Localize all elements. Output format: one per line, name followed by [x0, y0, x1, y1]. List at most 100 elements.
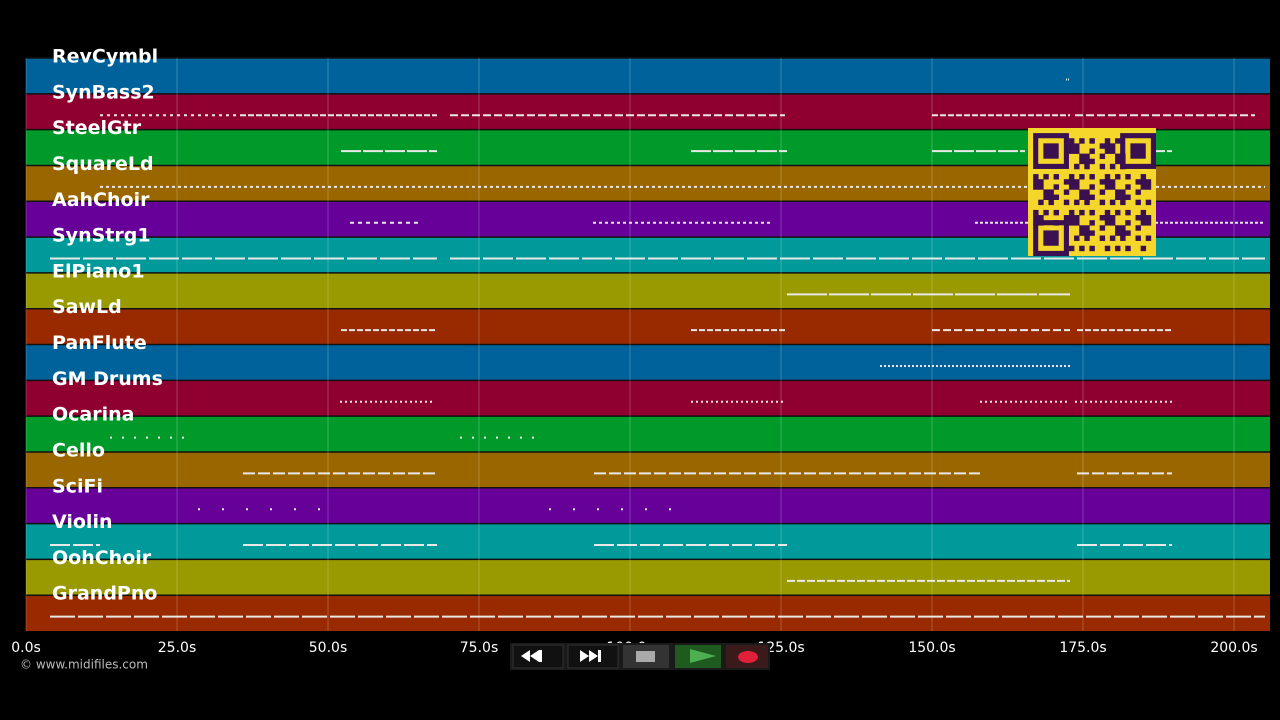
- qr-cell: [1104, 143, 1111, 149]
- qr-cell: [1063, 179, 1070, 185]
- qr-cell: [1140, 209, 1147, 216]
- qr-cell: [1084, 230, 1090, 236]
- rewind-button[interactable]: [512, 644, 564, 669]
- qr-finder: [1033, 133, 1069, 169]
- qr-cell: [1125, 230, 1131, 236]
- qr-cell: [1074, 148, 1080, 154]
- qr-cell: [1063, 215, 1070, 221]
- qr-cell: [1104, 245, 1111, 252]
- qr-cell: [1109, 179, 1116, 185]
- qr-cell: [1120, 225, 1126, 231]
- track-label: SynStrg1: [52, 225, 151, 247]
- qr-cell: [1089, 184, 1095, 190]
- qr-cell: [1053, 184, 1060, 190]
- qr-cell: [1038, 179, 1044, 185]
- qr-cell: [1099, 189, 1106, 195]
- track-label: OohChoir: [52, 547, 152, 569]
- track-label: Ocarina: [52, 404, 134, 426]
- qr-cell: [1084, 225, 1090, 231]
- track-row: [26, 58, 1270, 94]
- qr-cell: [1109, 215, 1116, 221]
- qr-cell: [1099, 225, 1106, 231]
- record-button[interactable]: [726, 645, 768, 668]
- time-tick-label: 0.0s: [11, 640, 41, 656]
- qr-cell: [1140, 174, 1147, 180]
- track-row: [26, 272, 1270, 309]
- track-label: AahChoir: [52, 189, 150, 211]
- qr-cell: [1079, 153, 1085, 160]
- qr-cell: [1104, 148, 1111, 154]
- track-row: [26, 523, 1270, 560]
- stop-button[interactable]: [623, 645, 669, 668]
- qr-cell: [1125, 220, 1131, 226]
- qr-cell: [1068, 184, 1075, 190]
- qr-cell: [1063, 199, 1070, 206]
- forward-button[interactable]: [567, 644, 619, 669]
- qr-cell: [1074, 199, 1080, 206]
- qr-cell: [1115, 245, 1121, 252]
- qr-cell: [1074, 143, 1080, 149]
- play-button[interactable]: [675, 645, 721, 668]
- qr-cell: [1043, 174, 1049, 180]
- qr-cell: [1043, 189, 1049, 195]
- qr-cell: [1140, 245, 1147, 252]
- qr-cell: [1089, 174, 1095, 180]
- qr-cell: [1053, 209, 1060, 216]
- qr-cell: [1140, 215, 1147, 221]
- qr-cell: [1068, 220, 1075, 226]
- qr-cell: [1104, 138, 1111, 144]
- qr-cell: [1089, 220, 1095, 226]
- qr-cell: [1115, 225, 1121, 231]
- qr-code: [1028, 128, 1156, 257]
- qr-cell: [1033, 179, 1039, 185]
- qr-cell: [1109, 199, 1116, 206]
- qr-cell: [1068, 174, 1075, 180]
- qr-cell: [1104, 184, 1111, 190]
- qr-cell: [1048, 189, 1054, 195]
- qr-cell: [1084, 235, 1090, 241]
- qr-cell: [1135, 189, 1141, 195]
- qr-finder-core: [1130, 143, 1146, 159]
- qr-cell: [1099, 163, 1106, 170]
- qr-cell: [1120, 230, 1126, 236]
- qr-cell: [1109, 143, 1116, 149]
- qr-cell: [1089, 245, 1095, 252]
- qr-cell: [1089, 194, 1095, 200]
- qr-cell: [1074, 184, 1080, 190]
- qr-cell: [1033, 209, 1039, 216]
- time-grid: [25, 58, 1235, 631]
- track-row: [26, 380, 1270, 417]
- time-tick-label: 25.0s: [158, 640, 196, 656]
- qr-cell: [1043, 194, 1049, 200]
- qr-cell: [1079, 230, 1085, 236]
- qr-cell: [1079, 138, 1085, 144]
- qr-cell: [1084, 194, 1090, 200]
- qr-cell: [1079, 189, 1085, 195]
- qr-cell: [1145, 199, 1152, 206]
- qr-cell: [1079, 245, 1085, 252]
- qr-cell: [1109, 148, 1116, 154]
- qr-finder: [1033, 220, 1069, 257]
- qr-cell: [1079, 225, 1085, 231]
- qr-cell: [1104, 174, 1111, 180]
- track-label: RevCymbl: [52, 46, 158, 68]
- qr-cell: [1140, 220, 1147, 226]
- qr-cell: [1038, 215, 1044, 221]
- qr-cell: [1089, 148, 1095, 154]
- qr-cell: [1125, 174, 1131, 180]
- qr-cell: [1074, 163, 1080, 170]
- track-row: [26, 93, 1270, 130]
- qr-finder-core: [1043, 230, 1059, 246]
- qr-cell: [1033, 184, 1039, 190]
- track-label: SteelGtr: [52, 117, 142, 139]
- qr-cell: [1099, 153, 1106, 160]
- qr-finder-core: [1043, 143, 1059, 159]
- qr-cell: [1104, 179, 1111, 185]
- qr-cell: [1145, 220, 1152, 226]
- qr-cell: [1068, 138, 1075, 144]
- track-label: SynBass2: [52, 81, 155, 103]
- qr-cell: [1135, 225, 1141, 231]
- qr-cell: [1038, 199, 1044, 206]
